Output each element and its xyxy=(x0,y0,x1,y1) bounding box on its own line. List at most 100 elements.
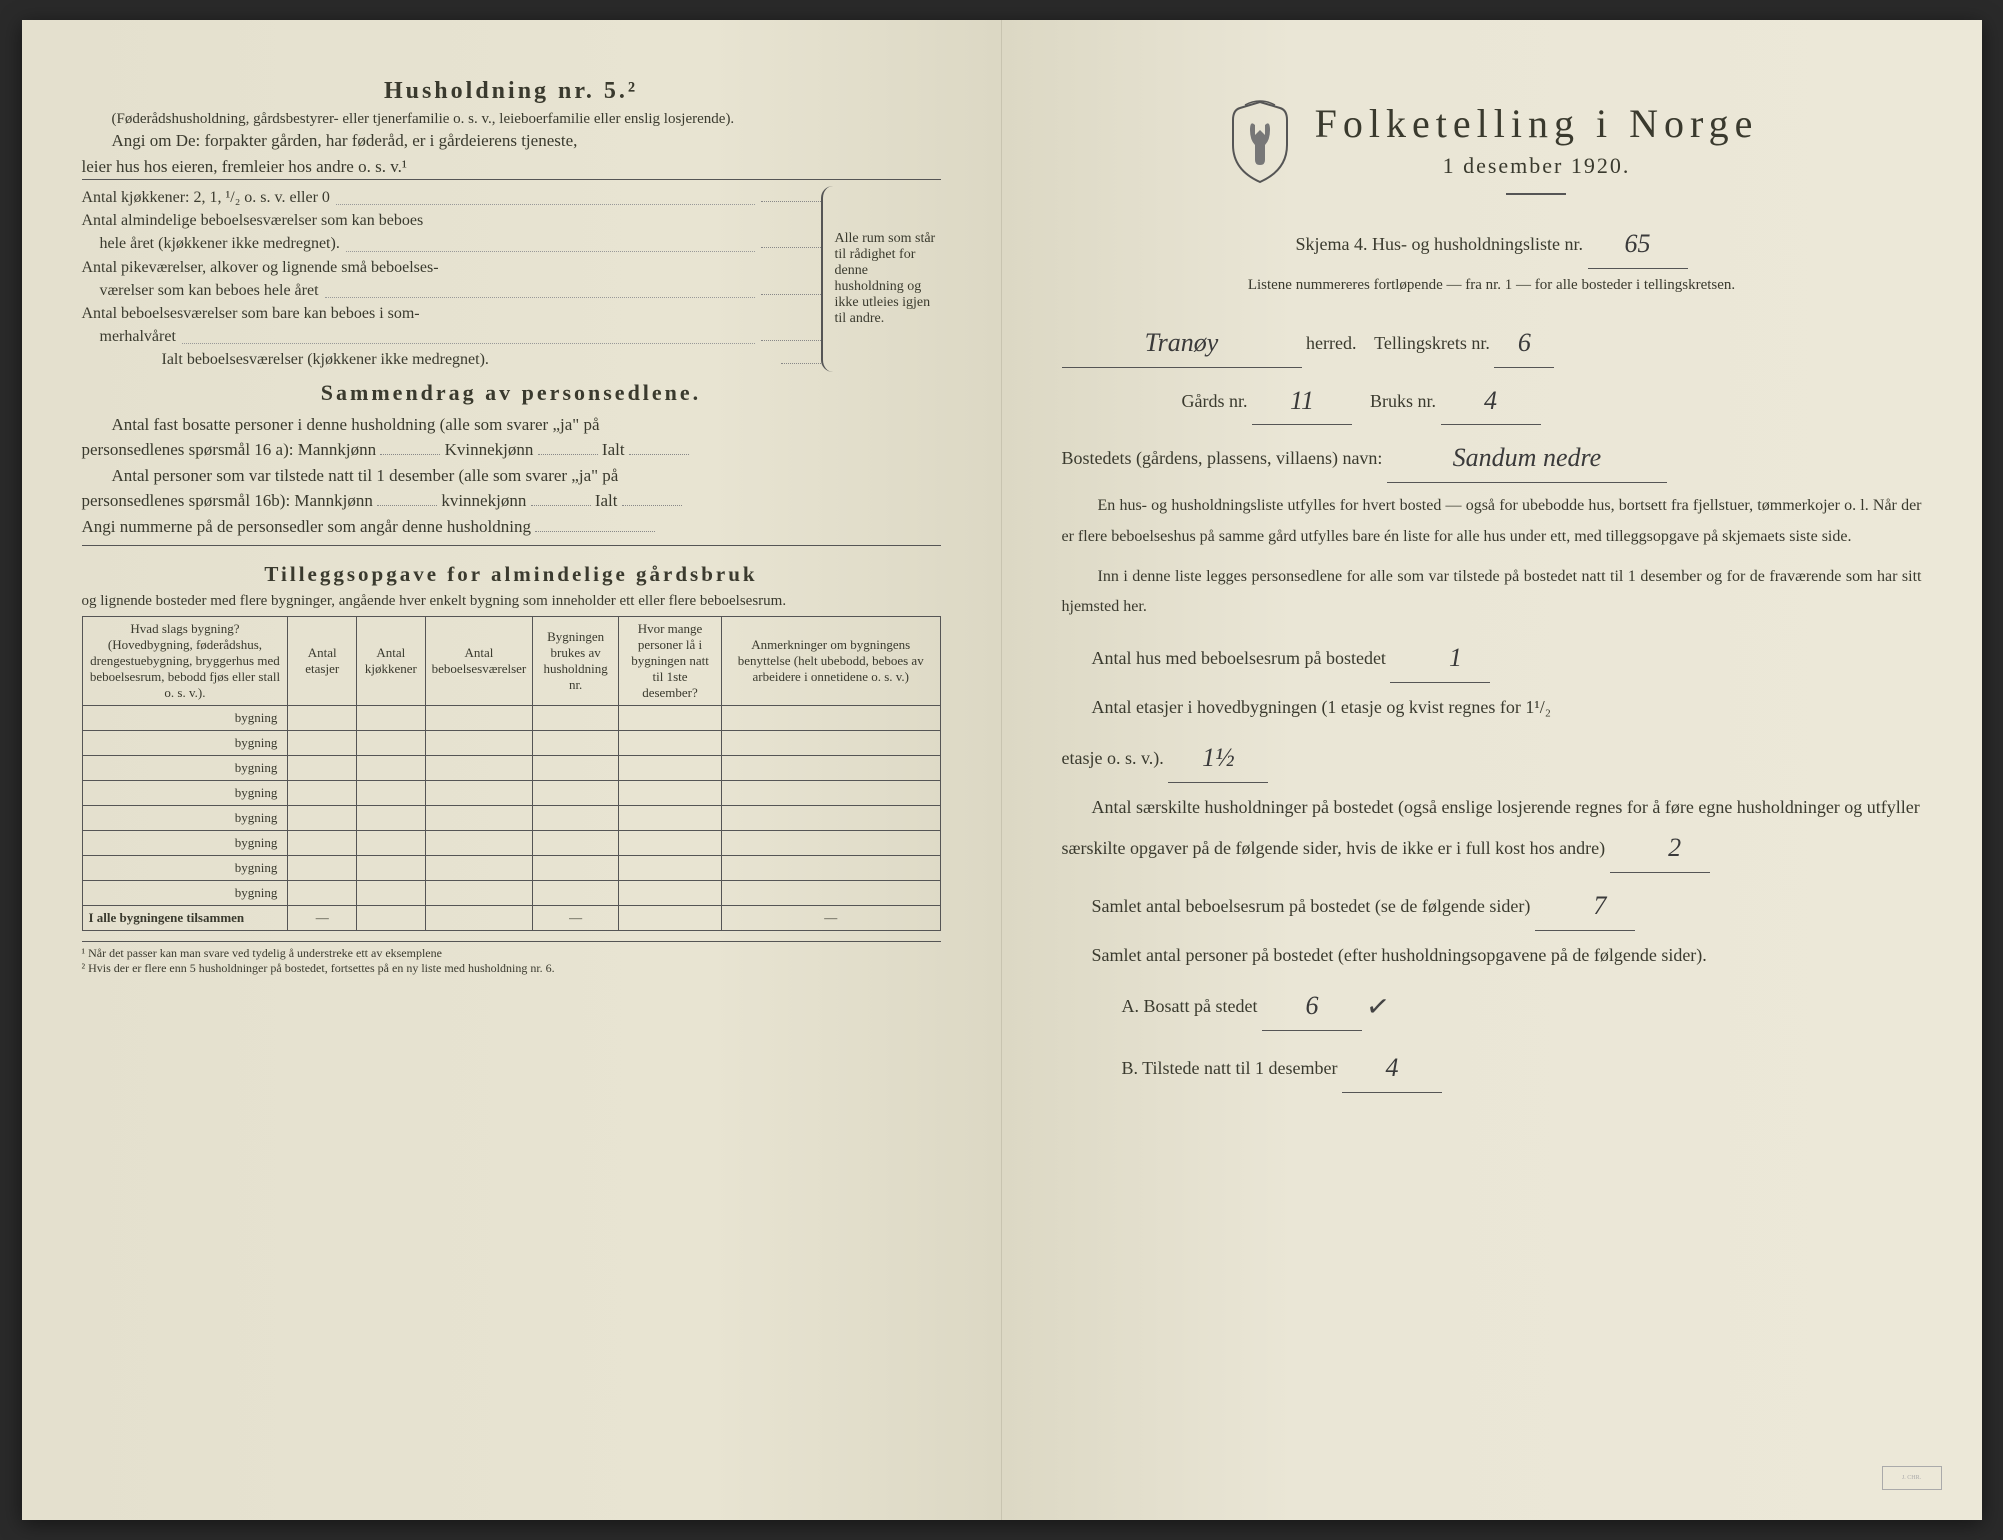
bruks-label: Bruks nr. xyxy=(1370,391,1436,411)
qB-value: 4 xyxy=(1342,1045,1442,1093)
tillegg-heading: Tilleggsopgave for almindelige gårdsbruk xyxy=(82,562,941,587)
empty-cell xyxy=(357,856,426,881)
rooms3b: merhalvåret xyxy=(82,325,176,348)
table-row: bygning xyxy=(82,831,940,856)
kitchens: Antal kjøkkener: 2, 1, ¹/₂ o. s. v. elle… xyxy=(82,186,330,209)
empty-cell xyxy=(425,706,533,731)
empty-cell xyxy=(357,881,426,906)
empty-cell xyxy=(288,756,357,781)
body1: En hus- og husholdningsliste utfylles fo… xyxy=(1062,491,1922,552)
q2-label-a: Antal etasjer i hovedbygningen (1 etasje… xyxy=(1062,691,1922,723)
table-row: bygning xyxy=(82,706,940,731)
summary-heading: Sammendrag av personsedlene. xyxy=(82,380,941,406)
left-page: Husholdning nr. 5.² (Føderådshusholdning… xyxy=(22,20,1002,1520)
bygning-label-cell: bygning xyxy=(82,781,288,806)
empty-cell xyxy=(721,856,940,881)
empty-cell xyxy=(288,731,357,756)
empty-cell xyxy=(425,781,533,806)
empty-cell xyxy=(619,856,722,881)
th-4: Bygningen brukes av husholdning nr. xyxy=(533,617,619,706)
coat-of-arms-icon xyxy=(1225,100,1295,185)
empty-cell xyxy=(288,881,357,906)
empty-cell xyxy=(533,831,619,856)
empty-cell xyxy=(533,781,619,806)
liste-nr-value: 65 xyxy=(1588,221,1688,269)
bygning-label-cell: bygning xyxy=(82,806,288,831)
empty-cell xyxy=(533,806,619,831)
empty-cell xyxy=(357,706,426,731)
empty-cell xyxy=(619,731,722,756)
q4-value: 7 xyxy=(1535,883,1635,931)
q3-value: 2 xyxy=(1610,825,1710,873)
husholdning-sub: (Føderådshusholdning, gårdsbestyrer- ell… xyxy=(82,111,941,128)
skjema-label: Skjema 4. Hus- og husholdningsliste nr. xyxy=(1296,234,1584,254)
empty-cell xyxy=(288,831,357,856)
empty-cell xyxy=(619,706,722,731)
empty-cell xyxy=(357,806,426,831)
q1-label: Antal hus med beboelsesrum på bostedet xyxy=(1092,648,1386,668)
table-row: bygning xyxy=(82,806,940,831)
qA-label: A. Bosatt på stedet xyxy=(1122,996,1258,1016)
empty-cell xyxy=(288,806,357,831)
right-page: Folketelling i Norge 1 desember 1920. Sk… xyxy=(1002,20,1982,1520)
document-spread: Husholdning nr. 5.² (Føderådshusholdning… xyxy=(22,20,1982,1520)
rooms2b: værelser som kan beboes hele året xyxy=(82,279,319,302)
bracket-note: Alle rum som står til rådighet for denne… xyxy=(821,186,941,372)
empty-cell xyxy=(425,831,533,856)
title-block: Folketelling i Norge 1 desember 1920. xyxy=(1062,100,1922,209)
title-divider xyxy=(1506,193,1566,195)
bygning-label-cell: bygning xyxy=(82,856,288,881)
footnote1: ¹ Når det passer kan man svare ved tydel… xyxy=(82,946,941,961)
kvinne: Kvinnekjønn xyxy=(445,440,534,459)
herred-label: herred. xyxy=(1306,333,1356,353)
empty-cell xyxy=(357,731,426,756)
empty-cell xyxy=(357,781,426,806)
table-total-row: I alle bygningene tilsammen ——— xyxy=(82,906,940,931)
empty-cell xyxy=(425,806,533,831)
th-3: Antal beboelsesværelser xyxy=(425,617,533,706)
table-row: bygning xyxy=(82,756,940,781)
summary1a: Antal fast bosatte personer i denne hush… xyxy=(82,412,941,438)
empty-cell xyxy=(288,856,357,881)
bosted-value: Sandum nedre xyxy=(1387,435,1667,483)
ialt2: Ialt xyxy=(595,491,618,510)
empty-cell xyxy=(533,706,619,731)
q1-value: 1 xyxy=(1390,635,1490,683)
ialt1: Ialt xyxy=(602,440,625,459)
empty-cell xyxy=(619,781,722,806)
para1a: Angi om De: forpakter gården, har føderå… xyxy=(82,128,941,154)
q4-label: Samlet antal beboelsesrum på bostedet (s… xyxy=(1092,896,1531,916)
empty-cell xyxy=(721,881,940,906)
empty-cell xyxy=(533,731,619,756)
total-label: I alle bygningene tilsammen xyxy=(82,906,288,931)
empty-cell xyxy=(619,806,722,831)
bygning-label-cell: bygning xyxy=(82,756,288,781)
rooms-block: Antal kjøkkener: 2, 1, ¹/₂ o. s. v. elle… xyxy=(82,186,941,372)
empty-cell xyxy=(425,881,533,906)
empty-cell xyxy=(619,881,722,906)
empty-cell xyxy=(721,756,940,781)
footnote2: ² Hvis der er flere enn 5 husholdninger … xyxy=(82,961,941,976)
kvinne2: kvinnekjønn xyxy=(441,491,526,510)
checkmark-icon: ✓ xyxy=(1363,981,1393,1034)
table-row: bygning xyxy=(82,856,940,881)
empty-cell xyxy=(357,756,426,781)
empty-cell xyxy=(619,756,722,781)
empty-cell xyxy=(425,731,533,756)
empty-cell xyxy=(721,706,940,731)
empty-cell xyxy=(721,831,940,856)
bruks-value: 4 xyxy=(1441,378,1541,426)
bygning-label-cell: bygning xyxy=(82,831,288,856)
krets-label: Tellingskrets nr. xyxy=(1374,333,1490,353)
bygning-label-cell: bygning xyxy=(82,731,288,756)
th-5: Hvor mange personer lå i bygningen natt … xyxy=(619,617,722,706)
summary2a: Antal personer som var tilstede natt til… xyxy=(82,463,941,489)
th-0: Hvad slags bygning? (Hovedbygning, føder… xyxy=(82,617,288,706)
bygning-label-cell: bygning xyxy=(82,706,288,731)
empty-cell xyxy=(533,856,619,881)
listene-note: Listene nummereres fortløpende — fra nr.… xyxy=(1062,277,1922,294)
summary3: Angi nummerne på de personsedler som ang… xyxy=(82,517,531,536)
table-row: bygning xyxy=(82,731,940,756)
rooms1a: Antal almindelige beboelsesværelser som … xyxy=(82,209,424,232)
para1b: leier hus hos eieren, fremleier hos andr… xyxy=(82,157,407,176)
